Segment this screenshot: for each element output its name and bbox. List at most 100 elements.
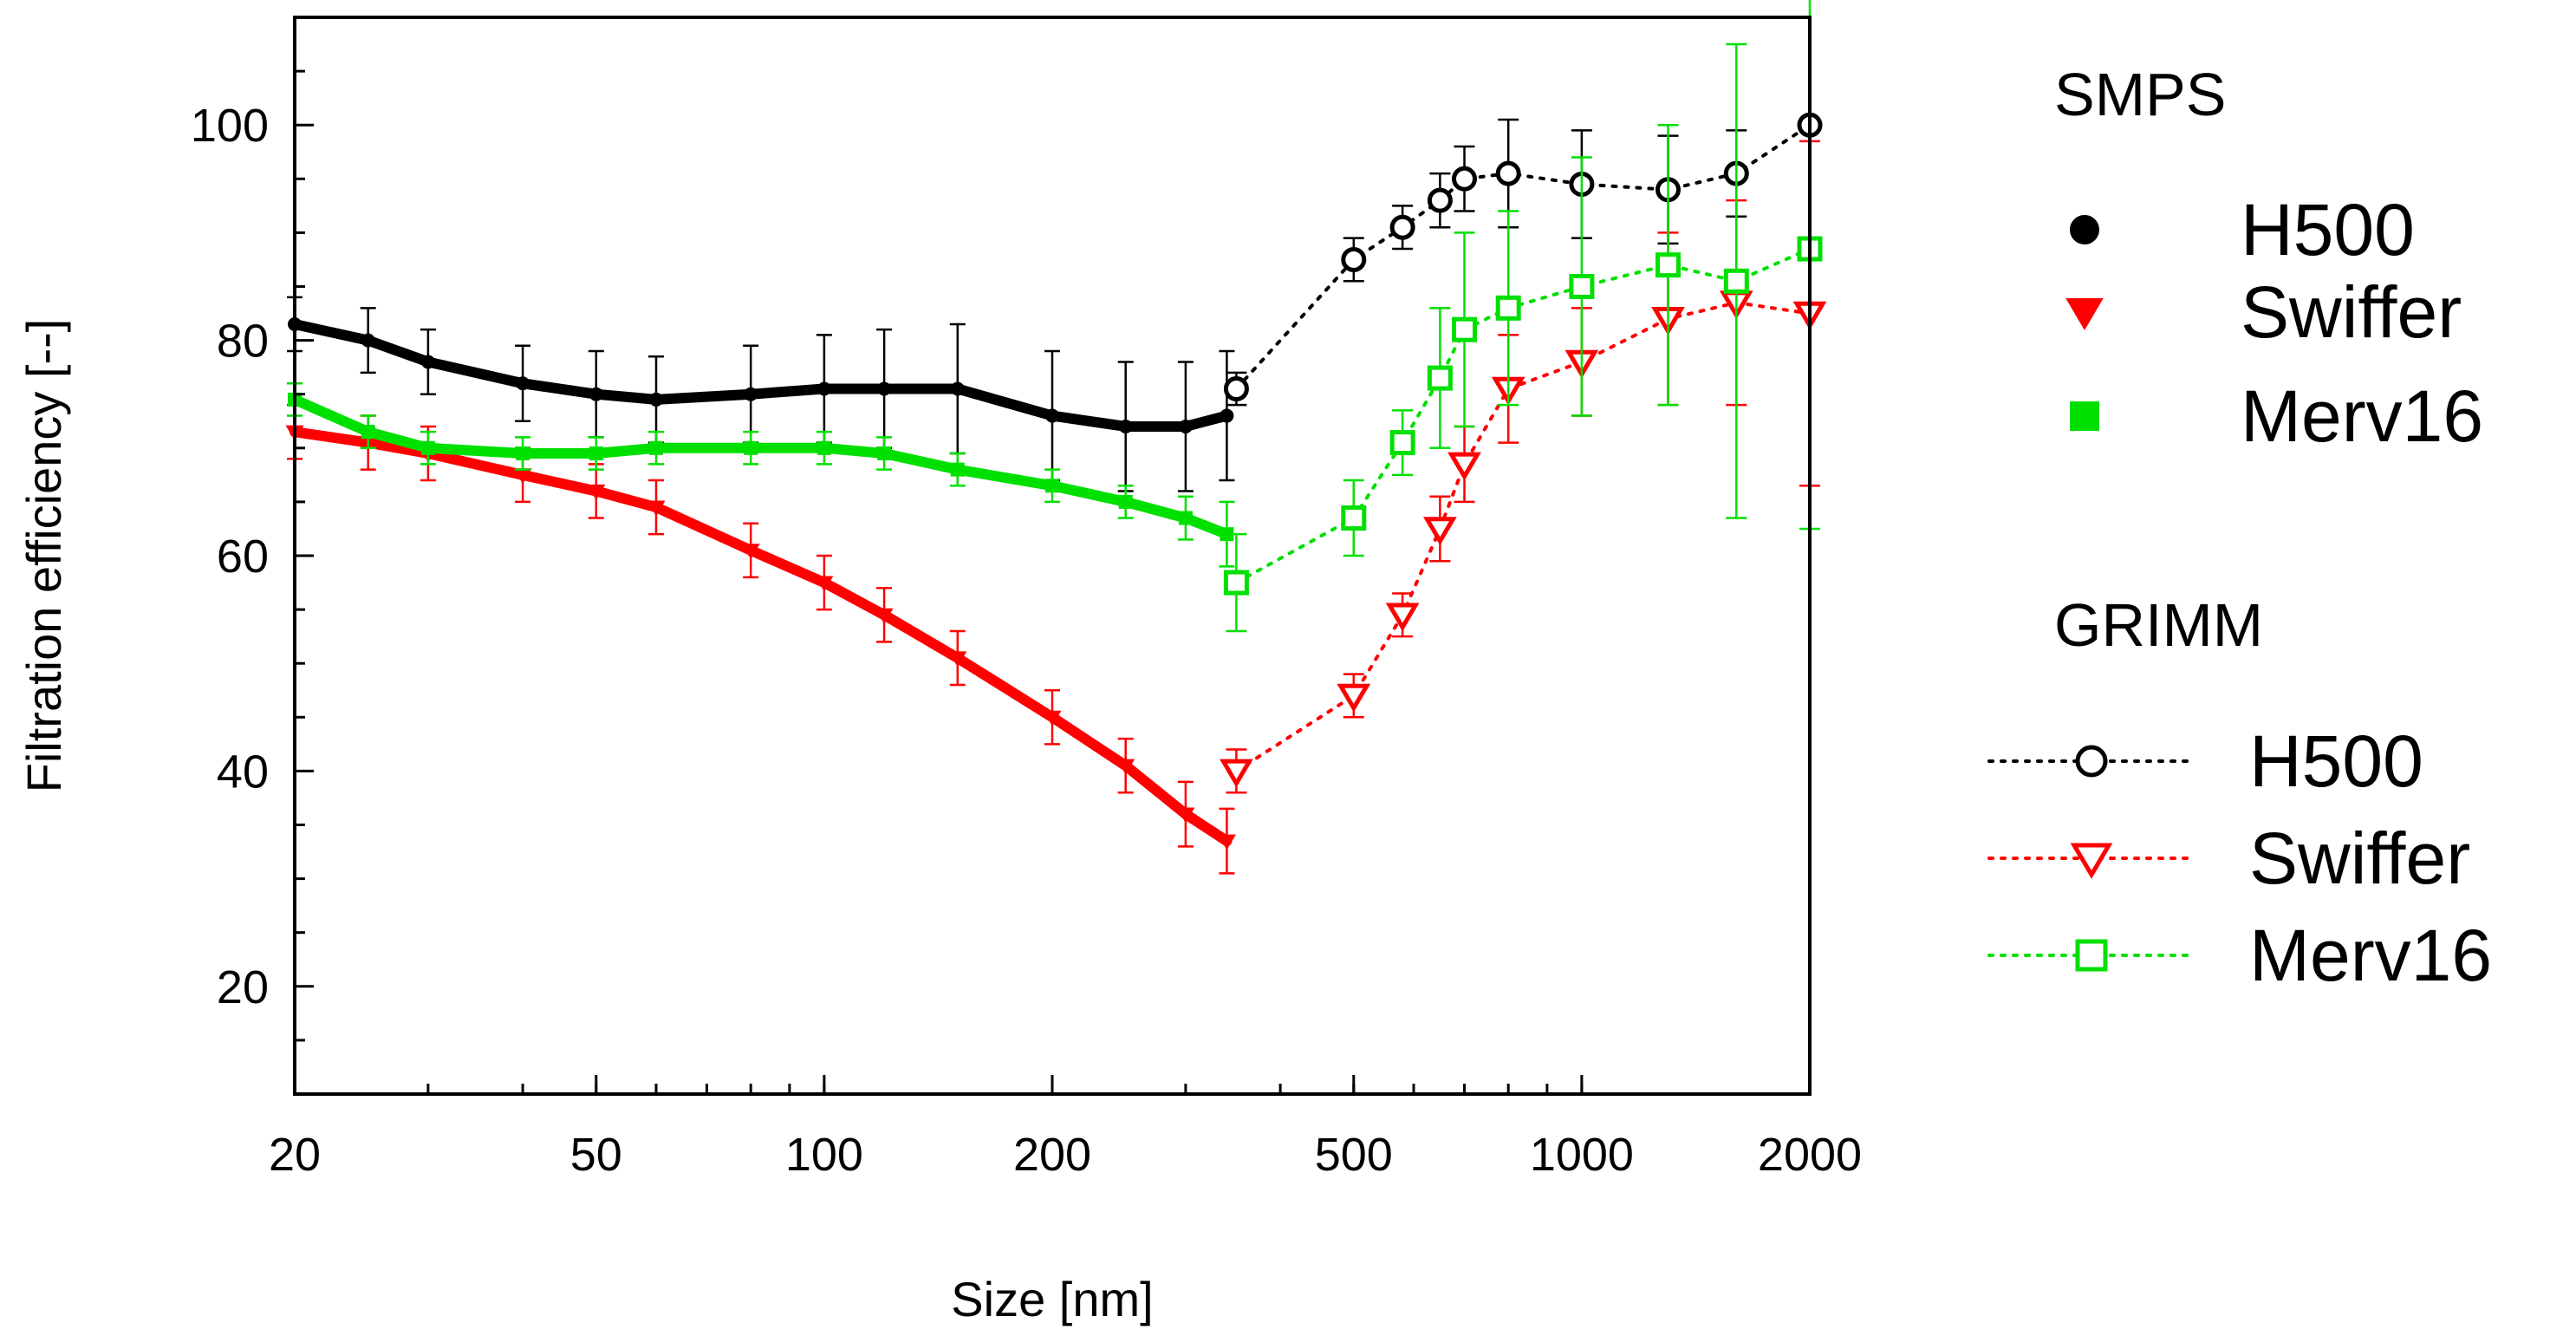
series-layer — [285, 0, 1827, 875]
x-tick-label-200: 200 — [1013, 1129, 1091, 1181]
x-tick-label-20: 20 — [269, 1129, 321, 1181]
x-tick-label-100: 100 — [785, 1129, 863, 1181]
data-point — [1447, 452, 1481, 481]
legend-label: Merv16 — [2241, 375, 2483, 457]
data-point — [815, 576, 834, 592]
series-smps-merv16 — [287, 382, 1235, 568]
series-line-grimm-swiffer — [1234, 301, 1812, 773]
data-point — [744, 440, 758, 455]
data-point — [589, 446, 603, 461]
data-point — [1220, 759, 1253, 788]
data-point — [1045, 479, 1059, 493]
data-point — [649, 440, 664, 455]
data-point — [361, 425, 375, 440]
x-tick-label-2000: 2000 — [1758, 1129, 1862, 1181]
y-tick-label-100: 100 — [191, 100, 269, 152]
data-point — [1217, 834, 1236, 850]
data-point — [741, 544, 760, 560]
data-point — [1341, 505, 1367, 531]
series-smps-h500 — [287, 296, 1235, 492]
data-point — [1452, 316, 1478, 342]
legend-label: Merv16 — [2249, 915, 2492, 996]
data-point — [1176, 807, 1195, 824]
data-point — [816, 381, 831, 396]
data-point — [587, 484, 606, 500]
data-point — [1427, 187, 1453, 213]
data-point — [1452, 166, 1478, 192]
legend: SMPSH500SwifferMerv16GRIMMH500SwifferMer… — [1987, 61, 2492, 996]
data-point — [1337, 683, 1371, 713]
data-point — [649, 392, 664, 407]
x-tick-label-1000: 1000 — [1530, 1129, 1634, 1181]
data-point — [1495, 295, 1521, 321]
data-point — [516, 376, 530, 391]
legend-label: Swiffer — [2249, 818, 2470, 899]
data-point — [589, 387, 603, 401]
series-grimm-h500 — [1223, 112, 1823, 407]
legend-group-title-smps: SMPS — [2054, 61, 2226, 128]
data-point — [1223, 375, 1249, 401]
legend-marker — [2075, 745, 2108, 778]
data-point — [1655, 252, 1681, 278]
data-point — [1341, 246, 1367, 272]
data-point — [516, 446, 530, 461]
data-point — [1116, 759, 1135, 775]
y-tick-label-20: 20 — [217, 961, 269, 1013]
series-grimm-merv16 — [1223, 0, 1823, 633]
legend-entry-grimm-swiffer: Swiffer — [1987, 818, 2470, 899]
series-line-grimm-merv16 — [1234, 247, 1812, 585]
data-point — [950, 462, 965, 477]
legend-entry-smps-h500: H500 — [2070, 189, 2415, 270]
data-point — [1118, 494, 1133, 509]
data-point — [1220, 408, 1234, 423]
legend-entry-grimm-merv16: Merv16 — [1987, 915, 2492, 996]
data-point — [420, 440, 435, 455]
legend-group-title-grimm: GRIMM — [2054, 591, 2263, 659]
data-point — [1118, 419, 1133, 433]
legend-marker — [2065, 298, 2104, 330]
data-point — [744, 387, 758, 401]
data-point — [1427, 365, 1453, 391]
data-point — [1178, 419, 1193, 433]
data-point — [877, 381, 892, 396]
legend-marker — [2075, 939, 2108, 972]
data-point — [1178, 511, 1193, 525]
legend-marker — [2070, 401, 2099, 431]
y-tick-label-80: 80 — [217, 316, 269, 368]
data-point — [1389, 430, 1415, 456]
axes: 20 40 60 80 100 20 50 100 200 500 1000 2000 — [191, 16, 1862, 1181]
data-point — [948, 651, 967, 668]
y-tick-label-60: 60 — [217, 531, 269, 583]
legend-marker — [2070, 215, 2099, 244]
x-tick-label-50: 50 — [570, 1129, 622, 1181]
data-point — [875, 608, 894, 624]
legend-label: H500 — [2249, 720, 2423, 802]
data-point — [1495, 160, 1521, 186]
legend-entry-smps-swiffer: Swiffer — [2065, 271, 2462, 353]
data-point — [1045, 408, 1059, 423]
data-point — [816, 440, 831, 455]
data-point — [877, 446, 892, 461]
legend-label: H500 — [2241, 189, 2415, 270]
x-axis-title: Size [nm] — [951, 1272, 1153, 1326]
data-point — [1043, 710, 1062, 726]
data-point — [361, 333, 375, 348]
series-line-smps-merv16 — [289, 394, 1233, 540]
data-point — [1569, 274, 1595, 299]
legend-label: Swiffer — [2241, 271, 2462, 353]
series-line-smps-swiffer — [289, 427, 1233, 847]
data-point — [950, 381, 965, 396]
series-grimm-swiffer — [1220, 140, 1827, 794]
data-point — [1423, 517, 1457, 546]
data-point — [1385, 603, 1420, 632]
x-tick-label-500: 500 — [1315, 1129, 1393, 1181]
series-line-grimm-h500 — [1234, 123, 1812, 391]
data-point — [1223, 570, 1249, 596]
legend-entry-smps-merv16: Merv16 — [2070, 375, 2483, 457]
data-point — [1389, 214, 1415, 240]
y-tick-label-40: 40 — [217, 746, 269, 798]
data-point — [647, 500, 666, 517]
legend-marker — [2070, 843, 2113, 879]
data-point — [1723, 268, 1749, 294]
